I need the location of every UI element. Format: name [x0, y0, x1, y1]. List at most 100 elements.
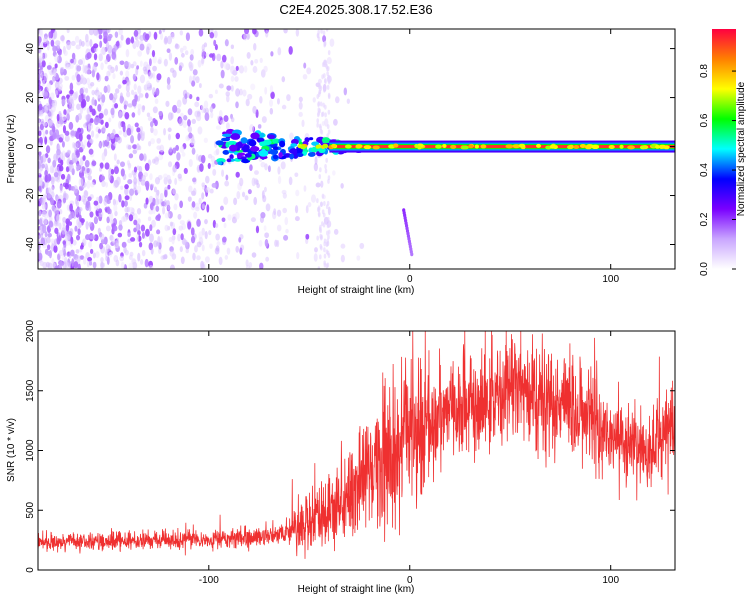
- noise-blob: [243, 65, 248, 73]
- noise-blob: [155, 205, 160, 212]
- ridge-blob: [256, 137, 265, 142]
- ridge-band: [329, 144, 675, 149]
- noise-blob: [194, 245, 198, 253]
- noise-blob: [145, 197, 149, 205]
- noise-blob: [172, 188, 177, 195]
- noise-blob: [87, 196, 92, 202]
- noise-blob: [74, 155, 78, 164]
- noise-blob: [38, 185, 42, 192]
- noise-blob: [166, 76, 171, 85]
- noise-blob: [178, 65, 183, 72]
- ridge-blob: [308, 137, 314, 141]
- noise-blob: [141, 249, 146, 257]
- noise-blob: [280, 161, 286, 170]
- noise-blob: [66, 233, 71, 241]
- ridge-blob: [289, 148, 298, 155]
- noise-blob: [96, 72, 100, 81]
- noise-blob: [235, 101, 239, 109]
- noise-blob: [180, 47, 184, 54]
- noise-blob: [151, 49, 156, 58]
- ridge-blob: [258, 150, 269, 157]
- ridge-blob: [237, 141, 243, 149]
- noise-blob: [111, 236, 115, 244]
- figure-title: C2E4.2025.308.17.52.E36: [279, 2, 432, 17]
- noise-blob: [199, 163, 204, 172]
- ridge-highlight: [658, 144, 665, 149]
- noise-blob: [298, 111, 303, 117]
- noise-blob: [214, 180, 219, 190]
- noise-blob: [324, 168, 328, 174]
- noise-blob: [39, 65, 43, 71]
- noise-blob: [129, 251, 134, 257]
- noise-blob: [66, 41, 72, 51]
- noise-blob: [178, 225, 184, 231]
- noise-blob: [82, 155, 86, 161]
- noise-blob: [139, 153, 144, 161]
- noise-blob: [68, 221, 73, 226]
- noise-blob: [190, 227, 195, 236]
- noise-blob: [158, 174, 163, 180]
- noise-blob: [188, 158, 193, 168]
- noise-blob: [89, 38, 93, 48]
- snr-x-tick-label: 0: [407, 575, 413, 586]
- noise-blob: [313, 162, 318, 172]
- noise-blob: [62, 261, 67, 269]
- snr-y-tick-label: 500: [25, 501, 36, 518]
- noise-blob: [277, 47, 282, 56]
- noise-blob: [132, 149, 137, 155]
- noise-blob: [73, 261, 79, 269]
- noise-blob: [108, 173, 112, 181]
- noise-blob: [93, 117, 99, 126]
- noise-blob: [255, 225, 260, 234]
- noise-blob: [90, 81, 95, 87]
- noise-blob: [288, 176, 293, 186]
- noise-blob: [204, 218, 208, 225]
- noise-blob: [108, 117, 112, 123]
- noise-blob: [208, 230, 212, 236]
- noise-blob: [256, 183, 260, 189]
- noise-blob: [137, 103, 142, 110]
- noise-blob: [149, 173, 153, 181]
- noise-blob: [38, 103, 43, 111]
- noise-blob: [324, 164, 327, 170]
- noise-blob: [324, 112, 327, 118]
- snr-series-line: [38, 331, 675, 559]
- noise-blob: [88, 204, 92, 212]
- noise-blob: [91, 69, 95, 78]
- noise-blob: [264, 238, 269, 248]
- noise-blob: [189, 54, 194, 61]
- noise-blob: [187, 196, 192, 202]
- noise-blob: [89, 248, 94, 255]
- noise-blob: [170, 32, 175, 40]
- noise-blob: [264, 232, 270, 239]
- noise-blob: [183, 167, 188, 175]
- noise-blob: [169, 221, 173, 227]
- noise-blob: [89, 260, 93, 266]
- noise-blob: [149, 224, 153, 232]
- noise-blob: [87, 124, 91, 133]
- noise-blob: [83, 189, 89, 199]
- noise-blob: [110, 132, 115, 140]
- noise-blob: [320, 29, 323, 34]
- ridge-highlight: [474, 144, 480, 149]
- noise-blob: [76, 103, 81, 110]
- noise-blob: [40, 197, 45, 206]
- ridge-blob: [321, 137, 331, 144]
- noise-blob: [103, 31, 108, 39]
- noise-blob: [87, 175, 92, 181]
- noise-blob: [323, 60, 327, 66]
- noise-blob: [263, 225, 267, 231]
- noise-blob: [60, 159, 64, 166]
- noise-blob: [48, 220, 54, 228]
- noise-blob: [207, 153, 213, 159]
- noise-blob: [150, 248, 154, 255]
- noise-blob: [174, 193, 179, 201]
- noise-blob: [250, 60, 254, 66]
- noise-blob: [156, 73, 162, 81]
- noise-blob: [164, 189, 168, 198]
- noise-blob: [163, 127, 166, 136]
- ridge-blob: [229, 144, 238, 152]
- noise-blob: [112, 198, 117, 206]
- noise-blob: [319, 101, 323, 107]
- noise-blob: [74, 35, 80, 43]
